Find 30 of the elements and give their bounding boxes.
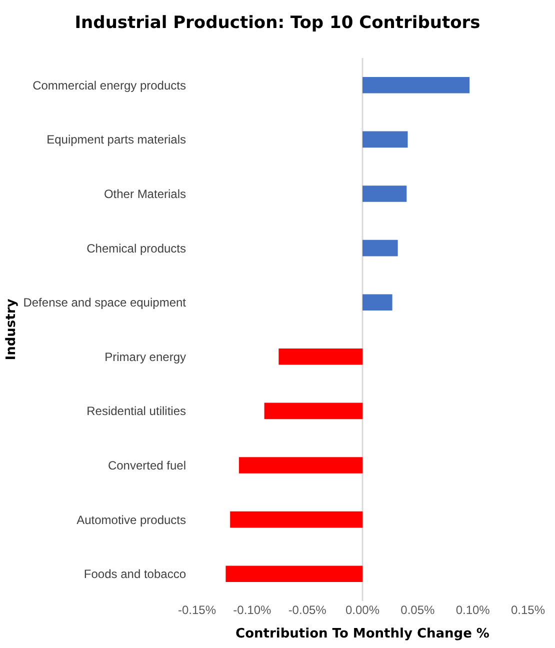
y-tick-label: Automotive products [76,512,186,527]
bar [362,186,407,202]
x-tick-label: -0.15% [178,603,216,617]
x-tick-label: 0.10% [456,603,490,617]
y-tick-label: Chemical products [86,241,186,256]
y-tick-label: Primary energy [104,350,186,364]
y-tick-label: Foods and tobacco [84,567,186,582]
x-tick-label: 0.05% [400,603,436,617]
x-tick-label: -0.05% [288,603,327,617]
bar [226,566,362,582]
chart-title: Industrial Production: Top 10 Contributors [74,13,480,34]
x-tick-label: 0.15% [510,603,546,617]
bar [278,348,362,365]
bar [362,240,398,256]
y-tick-label: Equipment parts materials [46,132,186,147]
y-axis-title: Industry [4,298,20,360]
bar [362,294,392,310]
y-tick-label: Residential utilities [86,404,186,418]
x-axis-title: Contribution To Monthly Change % [236,626,490,642]
bar [362,77,470,94]
y-tick-label: Converted fuel [108,458,186,472]
y-tick-label: Defense and space equipment [23,296,187,310]
bar [362,131,408,148]
bar [264,402,362,420]
x-tick-label: 0.00% [345,603,380,617]
y-tick-label: Commercial energy products [32,78,186,92]
x-tick-label: -0.10% [233,603,272,617]
y-tick-label: Other Materials [104,186,186,201]
bar [238,457,362,474]
bar [230,511,362,528]
